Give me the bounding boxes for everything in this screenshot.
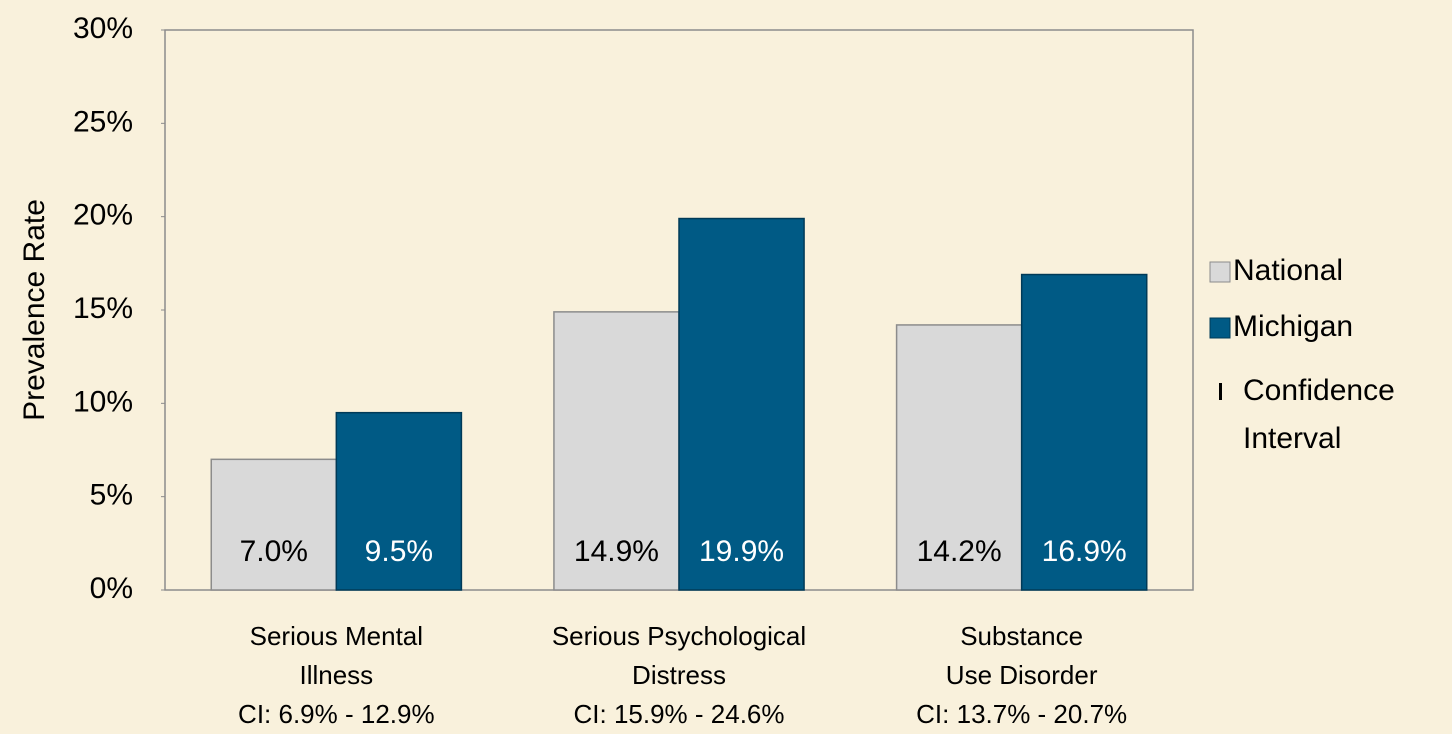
x-tick-label: CI: 15.9% - 24.6% [574, 699, 785, 729]
bar [335, 411, 463, 591]
bar [678, 217, 805, 591]
y-tick-label: 0% [90, 572, 133, 605]
x-tick-label: Illness [299, 660, 373, 690]
legend-label: Confidence [1243, 374, 1395, 407]
x-tick-label: Use Disorder [946, 660, 1098, 690]
x-tick-label: Serious Psychological [552, 621, 806, 651]
legend-swatch [1209, 317, 1231, 339]
data-label: 14.2% [917, 535, 1002, 568]
data-label: 7.0% [240, 535, 308, 568]
y-tick-label: 10% [73, 385, 133, 418]
y-tick-label: 5% [90, 479, 133, 512]
legend-swatch [1209, 261, 1231, 283]
data-label: 9.5% [365, 535, 433, 568]
x-tick-label: Serious Mental [250, 621, 423, 651]
data-label: 14.9% [574, 535, 659, 568]
data-label: 16.9% [1042, 535, 1127, 568]
data-label: 19.9% [699, 535, 784, 568]
y-tick-label: 30% [73, 12, 133, 45]
y-tick-label: 15% [73, 292, 133, 325]
y-axis-title: Prevalence Rate [18, 199, 51, 421]
x-tick-label: CI: 13.7% - 20.7% [916, 699, 1127, 729]
x-tick-label: Distress [632, 660, 726, 690]
ci-legend-marker [1219, 383, 1222, 400]
x-tick-label: Substance [960, 621, 1083, 651]
bar [1020, 273, 1148, 591]
legend-label: National [1233, 254, 1343, 287]
legend-label: Interval [1243, 422, 1341, 455]
bar [210, 458, 338, 591]
x-tick-label: CI: 6.9% - 12.9% [238, 699, 435, 729]
y-tick-label: 20% [73, 199, 133, 232]
bar [553, 311, 680, 591]
y-tick-label: 25% [73, 105, 133, 138]
legend-label: Michigan [1233, 310, 1353, 343]
bar [895, 324, 1023, 591]
